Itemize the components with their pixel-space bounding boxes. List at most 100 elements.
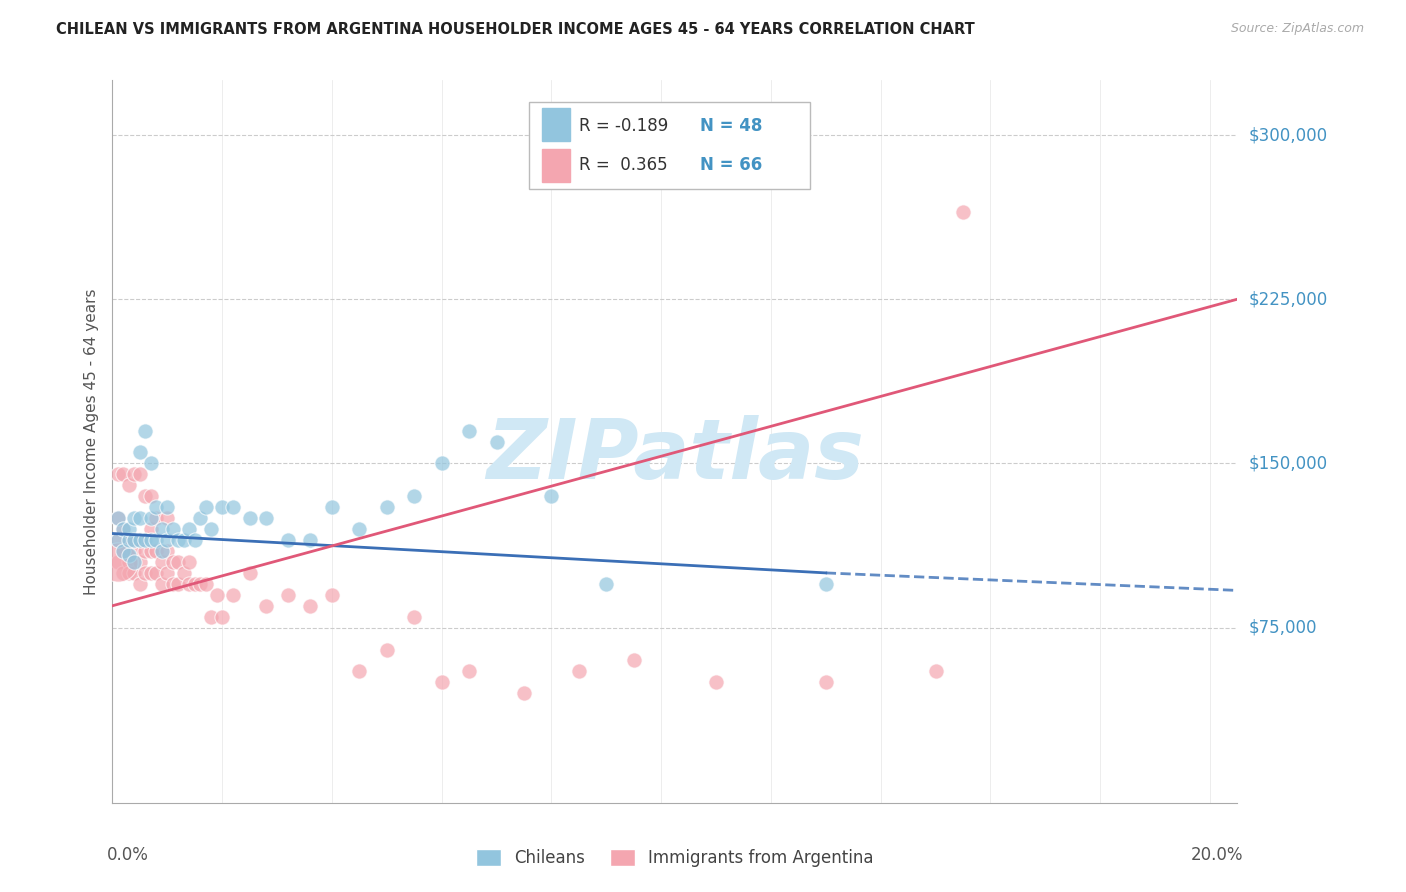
- Point: [156, 500, 179, 515]
- Point: [118, 549, 141, 563]
- Point: [145, 533, 167, 547]
- Point: [107, 533, 129, 547]
- Point: [211, 500, 233, 515]
- Point: [239, 566, 262, 580]
- Point: [139, 511, 162, 525]
- Point: [112, 522, 135, 536]
- Point: [129, 467, 152, 482]
- Point: [814, 577, 837, 591]
- Point: [540, 489, 562, 503]
- Point: [321, 588, 343, 602]
- Point: [139, 457, 162, 471]
- Point: [107, 555, 129, 569]
- Point: [167, 555, 190, 569]
- Point: [124, 544, 146, 558]
- Point: [145, 500, 167, 515]
- Point: [118, 555, 141, 569]
- Text: N = 66: N = 66: [700, 156, 762, 174]
- Text: $300,000: $300,000: [1249, 126, 1327, 144]
- Text: $150,000: $150,000: [1249, 454, 1327, 473]
- Point: [179, 577, 201, 591]
- Text: R = -0.189: R = -0.189: [579, 117, 668, 136]
- Point: [194, 577, 217, 591]
- FancyBboxPatch shape: [529, 102, 810, 189]
- Point: [129, 511, 152, 525]
- Point: [513, 686, 536, 700]
- Point: [375, 500, 398, 515]
- Point: [254, 599, 277, 613]
- Point: [134, 424, 156, 438]
- Point: [134, 533, 156, 547]
- Point: [118, 478, 141, 492]
- Point: [184, 577, 207, 591]
- Point: [184, 533, 207, 547]
- Point: [179, 555, 201, 569]
- Point: [458, 665, 481, 679]
- Point: [194, 500, 217, 515]
- Text: N = 48: N = 48: [700, 117, 762, 136]
- Point: [162, 555, 184, 569]
- Bar: [543, 109, 571, 141]
- Point: [139, 566, 162, 580]
- Point: [107, 467, 129, 482]
- Text: Source: ZipAtlas.com: Source: ZipAtlas.com: [1230, 22, 1364, 36]
- Point: [112, 544, 135, 558]
- Bar: [543, 149, 571, 182]
- Point: [162, 577, 184, 591]
- Point: [568, 665, 591, 679]
- Point: [139, 522, 162, 536]
- Point: [430, 675, 453, 690]
- Point: [200, 609, 222, 624]
- Point: [129, 577, 152, 591]
- Point: [277, 588, 299, 602]
- Text: $75,000: $75,000: [1249, 619, 1317, 637]
- Point: [458, 424, 481, 438]
- Legend: Chileans, Immigrants from Argentina: Chileans, Immigrants from Argentina: [475, 848, 875, 867]
- Point: [167, 577, 190, 591]
- Point: [124, 511, 146, 525]
- Point: [145, 544, 167, 558]
- Point: [134, 489, 156, 503]
- Point: [623, 653, 645, 667]
- Point: [211, 609, 233, 624]
- Point: [124, 533, 146, 547]
- Point: [129, 533, 152, 547]
- Point: [924, 665, 946, 679]
- Point: [814, 675, 837, 690]
- Point: [167, 533, 190, 547]
- Point: [145, 566, 167, 580]
- Text: 0.0%: 0.0%: [107, 847, 149, 864]
- Point: [112, 467, 135, 482]
- Point: [107, 511, 129, 525]
- Point: [124, 533, 146, 547]
- Point: [222, 500, 245, 515]
- Point: [430, 457, 453, 471]
- Point: [150, 522, 173, 536]
- Point: [118, 533, 141, 547]
- Point: [298, 599, 321, 613]
- Point: [404, 609, 426, 624]
- Text: $225,000: $225,000: [1249, 290, 1327, 309]
- Point: [952, 204, 974, 219]
- Point: [150, 555, 173, 569]
- Point: [156, 544, 179, 558]
- Point: [118, 533, 141, 547]
- Point: [124, 467, 146, 482]
- Point: [349, 665, 371, 679]
- Point: [349, 522, 371, 536]
- Point: [595, 577, 617, 591]
- Point: [254, 511, 277, 525]
- Point: [139, 533, 162, 547]
- Point: [156, 533, 179, 547]
- Point: [134, 566, 156, 580]
- Point: [118, 522, 141, 536]
- Point: [107, 511, 129, 525]
- Point: [179, 522, 201, 536]
- Point: [107, 533, 129, 547]
- Point: [162, 522, 184, 536]
- Point: [173, 566, 195, 580]
- Point: [156, 566, 179, 580]
- Text: R =  0.365: R = 0.365: [579, 156, 668, 174]
- Point: [134, 544, 156, 558]
- Point: [277, 533, 299, 547]
